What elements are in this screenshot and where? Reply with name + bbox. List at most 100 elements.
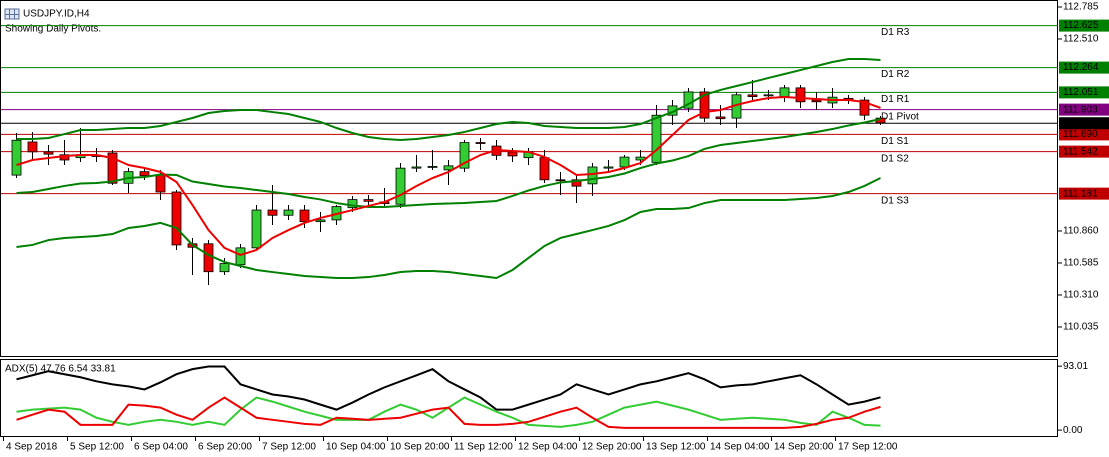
y-tick-label: 110.860 <box>1063 226 1099 237</box>
candle-body <box>539 157 550 181</box>
candle-body <box>475 142 486 144</box>
price-tag <box>1059 187 1109 200</box>
x-tick-label: 14 Sep 04:00 <box>710 442 770 453</box>
y-tick-label: 0.00 <box>1063 425 1083 436</box>
candle-body <box>203 243 214 273</box>
x-tick-label: 11 Sep 12:00 <box>454 442 513 453</box>
y-tick-label: 93.01 <box>1063 361 1088 372</box>
chart-title: USDJPY.ID,H4 <box>23 9 90 20</box>
price-tag-label: 111.181 <box>1063 188 1098 199</box>
main-pane <box>0 0 1058 357</box>
candle-body <box>507 151 518 157</box>
candle-body <box>683 91 694 109</box>
indicator-line <box>16 118 881 209</box>
y-tick-label: 112.510 <box>1063 34 1099 45</box>
price-tag-label: 112.264 <box>1063 62 1099 73</box>
candle-body <box>267 209 278 216</box>
indicator-line <box>16 96 881 257</box>
price-tag-label: 111.903 <box>1063 104 1098 115</box>
candle-body <box>235 247 246 266</box>
candle-body <box>155 174 166 193</box>
indicator-pane <box>0 359 1058 437</box>
symbol-icon <box>4 8 20 20</box>
x-tick-label: 6 Sep 20:00 <box>198 442 252 453</box>
subtitle: Showing Daily Pivots. <box>5 24 101 35</box>
candle-body <box>763 94 774 97</box>
price-tag <box>1059 103 1109 116</box>
candle-body <box>459 142 470 169</box>
candle-body <box>619 156 630 168</box>
x-tick-label: 10 Sep 20:00 <box>390 442 450 453</box>
pivot-name: D1 R3 <box>881 27 910 38</box>
candle-body <box>571 179 582 187</box>
candle-body <box>363 199 374 202</box>
candle-body <box>747 94 758 97</box>
price-tag <box>1059 128 1109 141</box>
candle-body <box>283 209 294 216</box>
pivot-name: D1 R2 <box>881 69 910 80</box>
x-tick-label: 12 Sep 20:00 <box>582 442 642 453</box>
pivot-name: D1 S2 <box>881 153 909 164</box>
pivot-name: D1 S1 <box>881 136 909 147</box>
candle-body <box>315 219 326 223</box>
candle-body <box>43 151 54 155</box>
candle-body <box>411 166 422 169</box>
indicator-label: ADX(5) 47.76 6.54 33.81 <box>5 364 116 375</box>
adx-line <box>16 365 881 411</box>
candle-body <box>27 141 38 153</box>
candle-body <box>651 114 662 163</box>
price-tag-label: 111.542 <box>1063 146 1098 157</box>
x-tick-label: 17 Sep 12:00 <box>838 442 898 453</box>
x-tick-label: 12 Sep 04:00 <box>518 442 578 453</box>
x-tick-label: 4 Sep 2018 <box>6 442 58 453</box>
candle-body <box>427 165 438 168</box>
price-tag-label: 112.625 <box>1063 20 1099 31</box>
candle-body <box>395 167 406 205</box>
x-tick-label: 7 Sep 12:00 <box>262 442 316 453</box>
price-tag <box>1059 145 1109 158</box>
price-tag-label: 111.690 <box>1063 129 1098 140</box>
price-tag-label: 111.786 <box>1063 118 1098 129</box>
x-tick-label: 13 Sep 12:00 <box>646 442 706 453</box>
adx-line <box>16 396 881 429</box>
candle-body <box>811 99 822 103</box>
pivot-name: D1 Pivot <box>881 111 919 122</box>
y-tick-label: 110.585 <box>1063 258 1099 269</box>
candle-body <box>555 179 566 182</box>
x-tick-label: 10 Sep 04:00 <box>326 442 386 453</box>
candle-body <box>251 209 262 249</box>
candle-body <box>347 199 358 209</box>
indicator-line <box>16 57 881 141</box>
candle-body <box>587 166 598 185</box>
candle-body <box>859 99 870 116</box>
price-tag-label: 112.051 <box>1063 87 1099 98</box>
price-tag <box>1059 19 1109 32</box>
x-tick-label: 6 Sep 04:00 <box>134 442 188 453</box>
candle-body <box>795 87 806 103</box>
candle-body <box>139 171 150 177</box>
x-tick-label: 14 Sep 20:00 <box>774 442 834 453</box>
candle-body <box>219 263 230 273</box>
candle-body <box>779 87 790 97</box>
x-tick-label: 5 Sep 12:00 <box>70 442 124 453</box>
candle-body <box>715 116 726 120</box>
y-tick-label: 110.035 <box>1063 322 1099 333</box>
candle-body <box>299 209 310 223</box>
price-tag <box>1059 61 1109 74</box>
candle-body <box>107 152 118 184</box>
price-tag <box>1059 117 1109 130</box>
y-tick-label: 110.310 <box>1063 290 1099 301</box>
price-tag <box>1059 86 1109 99</box>
indicator-line <box>16 177 881 280</box>
candle-body <box>699 91 710 119</box>
candle-body <box>171 191 182 246</box>
y-tick-label: 112.785 <box>1063 2 1099 13</box>
candle-body <box>11 139 22 176</box>
candle-body <box>603 166 614 169</box>
candle-body <box>443 165 454 171</box>
pivot-name: D1 R1 <box>881 94 910 105</box>
pivot-name: D1 S3 <box>881 195 909 206</box>
